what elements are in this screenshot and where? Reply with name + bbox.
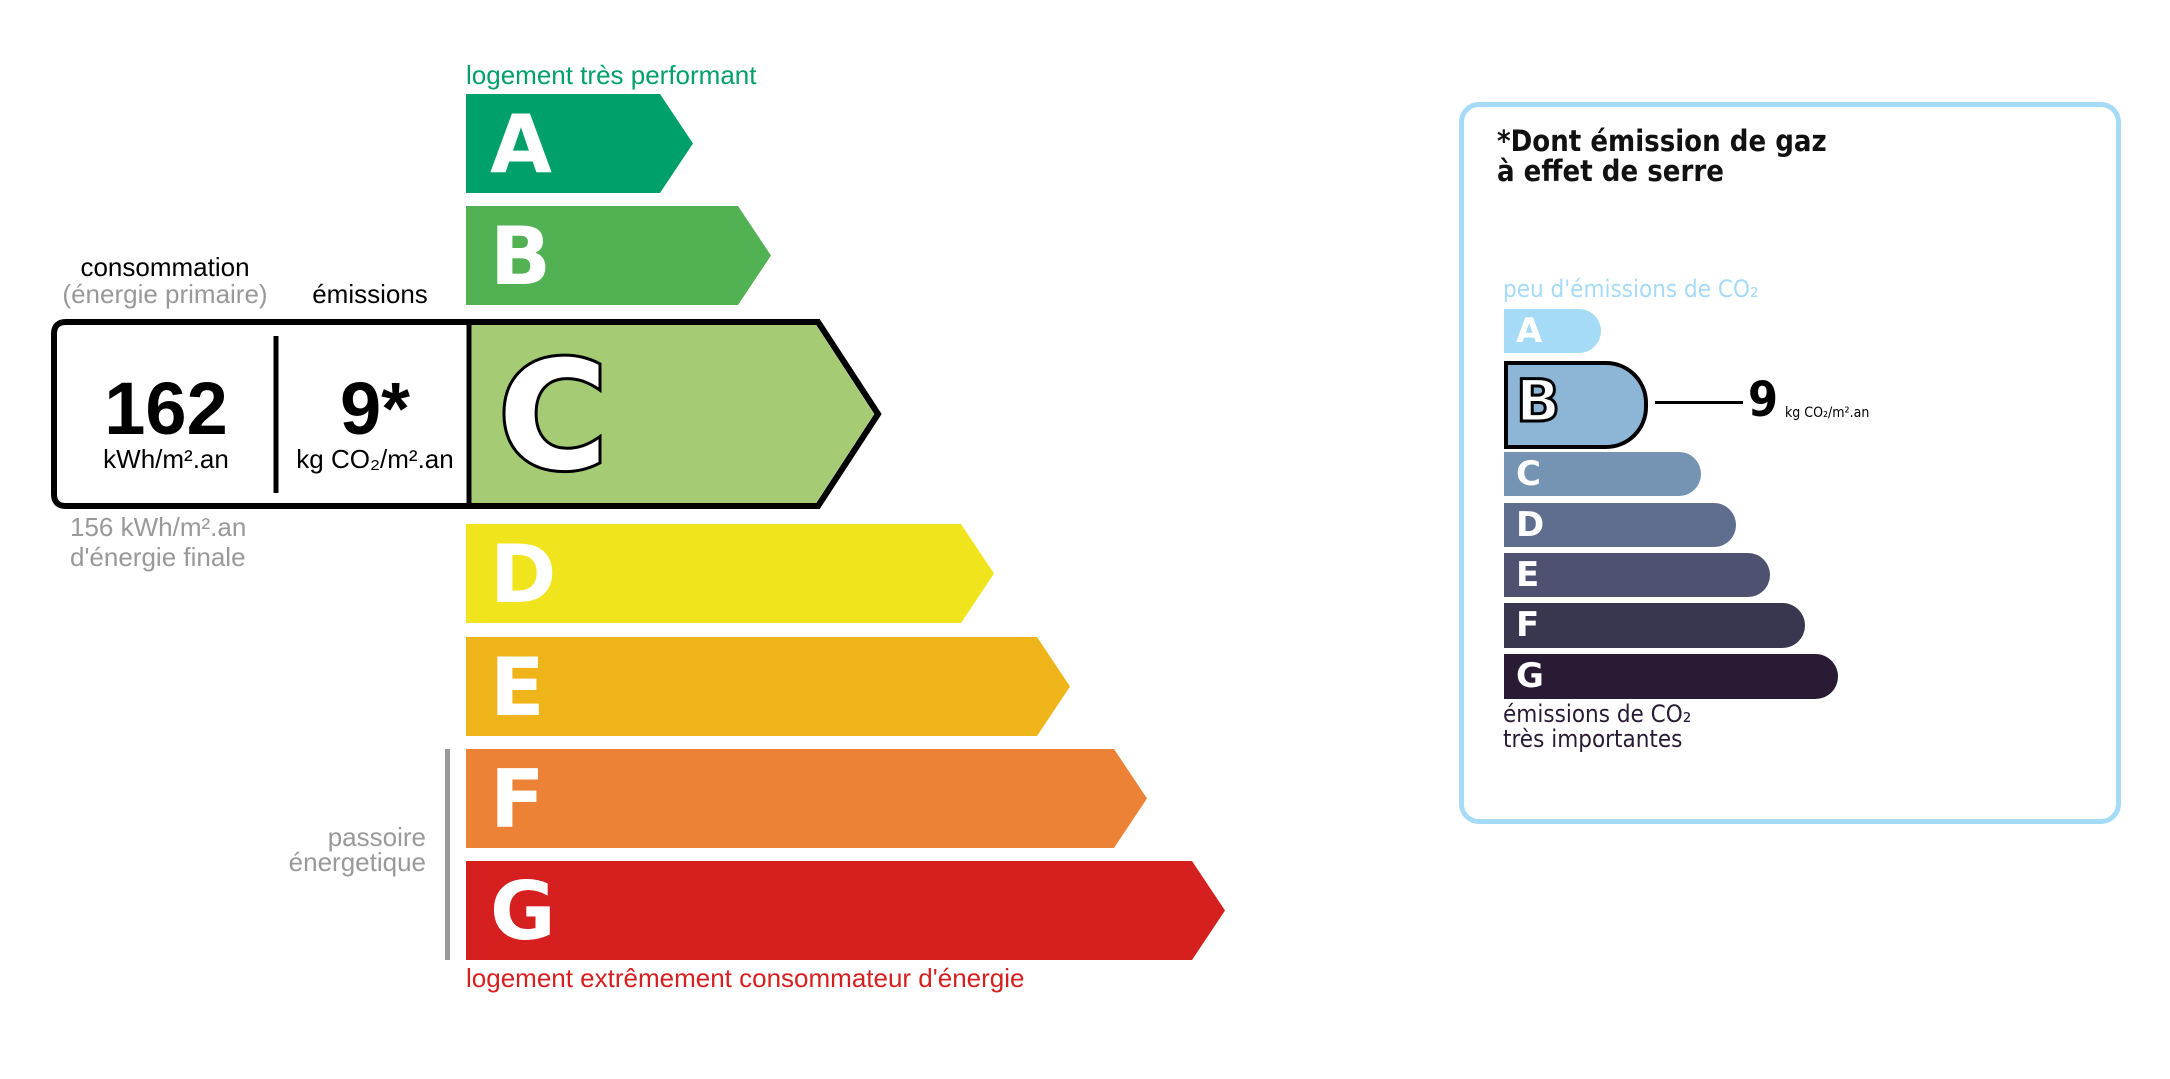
energy-class-f: F — [466, 749, 1147, 848]
ges-top-label: peu d'émissions de CO₂ — [1503, 275, 1759, 303]
passoire-label-line1: passoire — [327, 822, 426, 852]
energy-bottom-label: logement extrêmement consommateur d'éner… — [466, 963, 1025, 993]
passoire-bracket — [445, 749, 450, 960]
final-energy-label: d'énergie finale — [70, 542, 246, 572]
final-energy-value: 156 kWh/m².an — [70, 512, 247, 542]
ges-class-c: C — [1504, 452, 1701, 496]
class-letter: B — [490, 210, 551, 303]
ges-bottom-label-line2: très importantes — [1503, 725, 1683, 753]
class-letter: E — [1516, 555, 1540, 595]
consumption-header: consommation — [80, 252, 250, 282]
class-letter: F — [490, 753, 545, 846]
emissions-unit: kg CO₂/m².an — [296, 444, 454, 474]
class-letter: A — [1516, 311, 1543, 351]
class-letter: D — [1516, 505, 1545, 545]
class-letter: E — [490, 641, 545, 734]
ges-class-e: E — [1504, 553, 1770, 597]
energy-class-d: D — [466, 524, 994, 623]
ges-class-a: A — [1504, 309, 1601, 353]
energy-class-a: A — [466, 94, 693, 193]
class-letter: B — [1514, 366, 1561, 437]
emissions-header: émissions — [312, 279, 428, 309]
class-letter: F — [1516, 605, 1540, 645]
class-letter: D — [490, 528, 557, 621]
energy-class-g: G — [466, 861, 1225, 960]
consumption-subheader: (énergie primaire) — [62, 279, 268, 309]
energy-class-e: E — [466, 637, 1070, 736]
ges-value: 9 — [1748, 372, 1779, 428]
class-letter: C — [498, 330, 608, 504]
consumption-value: 162 — [104, 367, 228, 450]
emissions-value: 9* — [340, 367, 410, 450]
energy-current-class-c: C — [51, 319, 882, 509]
ges-title-line2: à effet de serre — [1497, 154, 1724, 188]
ges-unit: kg CO₂/m².an — [1785, 405, 1870, 421]
ges-class-g: G — [1504, 654, 1838, 699]
ges-class-d: D — [1504, 503, 1736, 547]
class-letter: A — [490, 98, 552, 191]
class-letter: G — [1516, 656, 1544, 696]
consumption-unit: kWh/m².an — [103, 444, 229, 474]
ges-current-class-b: B — [1504, 361, 1648, 449]
ges-value-connector — [1655, 401, 1743, 404]
class-letter: G — [490, 865, 556, 958]
ges-panel — [1459, 102, 2121, 824]
energy-top-label: logement très performant — [466, 60, 757, 90]
ges-class-f: F — [1504, 603, 1805, 648]
ges-bottom-label-line1: émissions de CO₂ — [1503, 700, 1692, 728]
passoire-label-line2: énergetique — [288, 847, 426, 877]
class-letter: C — [1516, 454, 1541, 494]
ges-title-line1: *Dont émission de gaz — [1497, 124, 1827, 158]
energy-class-b: B — [466, 206, 771, 305]
